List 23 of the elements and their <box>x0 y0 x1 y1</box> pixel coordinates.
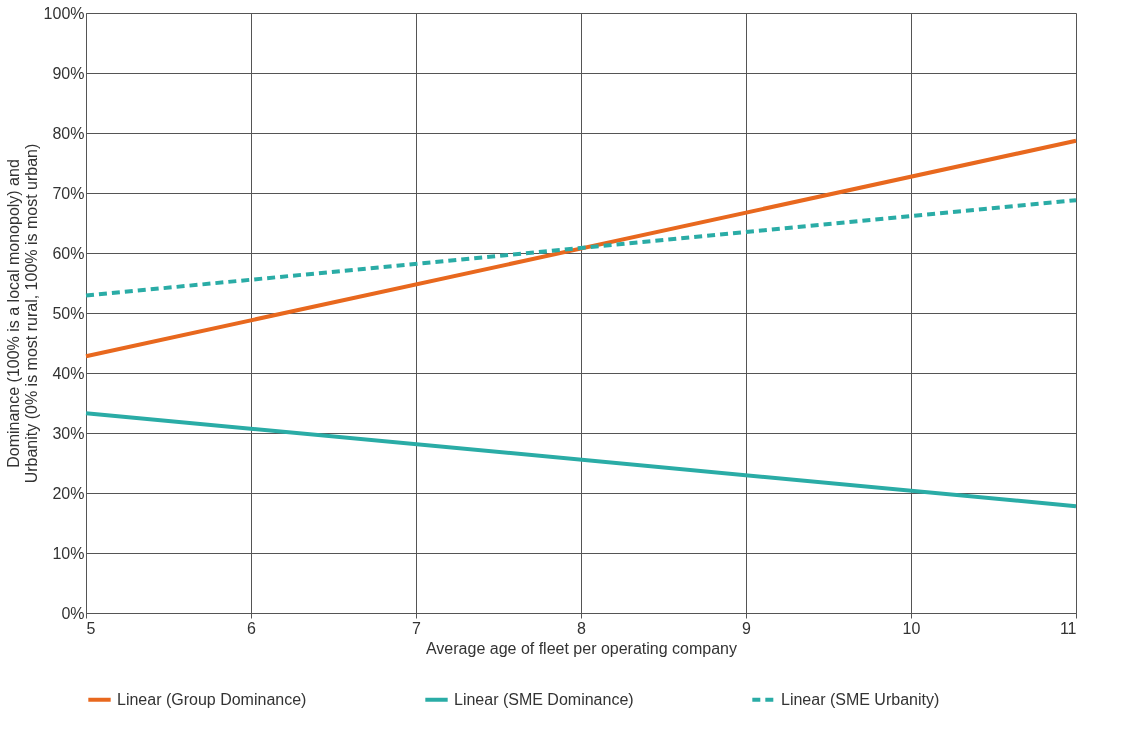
legend-label: Linear (SME Urbanity) <box>781 690 940 708</box>
y-tick-label: 60% <box>52 244 85 262</box>
y-tick-label: 40% <box>52 364 85 382</box>
legend-label: Linear (SME Dominance) <box>454 690 634 708</box>
x-tick-label: 10 <box>902 619 921 637</box>
x-tick-label: 8 <box>577 619 587 637</box>
y-tick-label: 100% <box>43 4 85 22</box>
y-axis-title: Dominance (100% is a local monopoly) and Urbanity (0% is most rural, 100% is most urban) <box>4 143 40 484</box>
y-tick-label: 30% <box>52 424 85 442</box>
y-tick-label: 90% <box>52 64 85 82</box>
y-tick-label: 80% <box>52 124 85 142</box>
x-tick-label: 6 <box>247 619 257 637</box>
x-axis-title: Average age of fleet per operating company <box>425 639 738 657</box>
x-tick-label: 7 <box>412 619 422 637</box>
y-tick-label: 70% <box>52 184 85 202</box>
y-tick-label: 50% <box>52 304 85 322</box>
y-tick-label: 10% <box>52 544 85 562</box>
y-tick-label: 0% <box>61 604 85 622</box>
y-tick-label: 20% <box>52 484 85 502</box>
legend-label: Linear (Group Dominance) <box>117 690 307 708</box>
x-tick-label: 11 <box>1059 619 1077 637</box>
x-tick-label: 5 <box>86 619 96 637</box>
x-tick-label: 9 <box>742 619 752 637</box>
